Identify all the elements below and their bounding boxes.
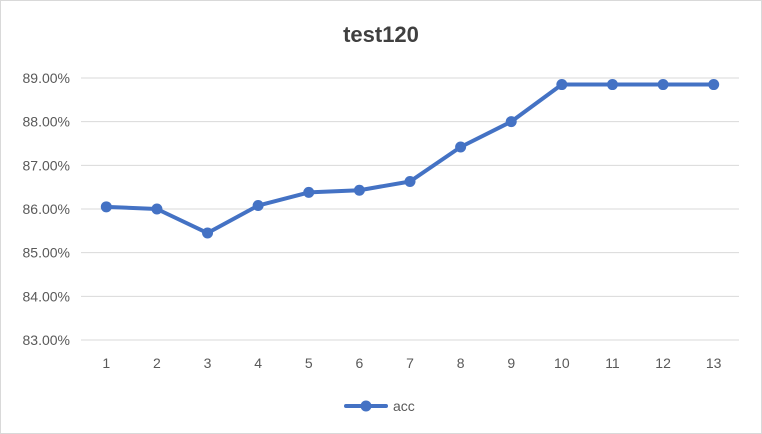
x-tick-label: 10 xyxy=(554,355,570,371)
data-point xyxy=(657,79,669,91)
x-tick-label: 1 xyxy=(102,355,110,371)
y-tick-label: 83.00% xyxy=(23,332,70,348)
y-tick-label: 84.00% xyxy=(23,288,70,304)
x-tick-label: 9 xyxy=(507,355,515,371)
x-tick-label: 12 xyxy=(655,355,671,371)
data-point xyxy=(404,175,416,187)
legend-swatch-marker xyxy=(360,400,372,412)
x-tick-label: 2 xyxy=(153,355,161,371)
data-point xyxy=(303,186,315,198)
y-tick-label: 86.00% xyxy=(23,201,70,217)
data-point xyxy=(151,203,163,215)
x-tick-label: 8 xyxy=(457,355,465,371)
legend: acc xyxy=(344,398,415,414)
y-tick-label: 87.00% xyxy=(23,157,70,173)
x-tick-label: 4 xyxy=(254,355,262,371)
x-tick-label: 5 xyxy=(305,355,313,371)
series-line-acc xyxy=(104,82,716,236)
data-point xyxy=(252,200,264,212)
series-layer xyxy=(100,79,720,239)
x-tick-label: 6 xyxy=(355,355,363,371)
data-point xyxy=(202,227,214,239)
y-tick-label: 85.00% xyxy=(23,245,70,261)
x-tick-label: 11 xyxy=(605,355,620,371)
x-axis-tick-labels: 1 2 3 4 5 6 7 8 9 10 11 12 13 xyxy=(102,355,721,371)
y-tick-label: 89.00% xyxy=(23,70,70,86)
y-axis-tick-labels: 83.00% 84.00% 85.00% 86.00% 87.00% 88.00% 89.0… xyxy=(23,70,70,348)
x-tick-label: 3 xyxy=(204,355,212,371)
data-point xyxy=(505,116,517,128)
x-tick-label: 7 xyxy=(406,355,414,371)
data-point xyxy=(708,79,720,91)
chart-title: test120 xyxy=(343,22,419,47)
data-point xyxy=(100,201,112,213)
data-point xyxy=(353,184,365,196)
data-point xyxy=(455,141,467,153)
gridlines xyxy=(81,77,739,341)
legend-label: acc xyxy=(393,398,415,414)
data-point xyxy=(606,79,618,91)
data-point xyxy=(556,79,568,91)
y-tick-label: 88.00% xyxy=(23,114,70,130)
x-tick-label: 13 xyxy=(706,355,722,371)
